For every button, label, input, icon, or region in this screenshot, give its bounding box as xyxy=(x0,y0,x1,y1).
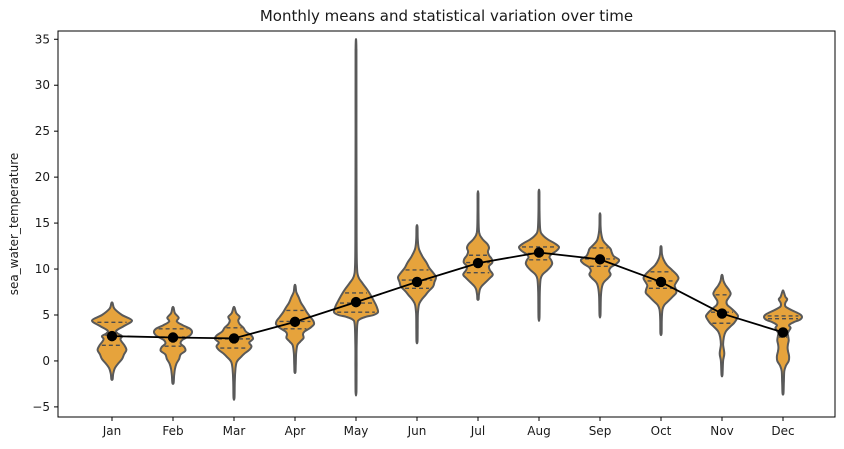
x-tick-label-Apr: Apr xyxy=(285,424,306,438)
mean-line xyxy=(111,251,784,340)
mean-dot-Sep xyxy=(594,254,606,265)
violin-body-Jul xyxy=(462,190,494,301)
violin-body-May xyxy=(332,38,380,397)
mean-dot-Nov xyxy=(716,308,728,319)
x-tick-label-Sep: Sep xyxy=(589,424,612,438)
violin-body-Oct xyxy=(642,245,680,337)
x-tick-label-Oct: Oct xyxy=(651,424,672,438)
y-tick-label: 0 xyxy=(42,354,50,368)
violin-body-Apr xyxy=(274,283,316,374)
y-tick-label: 35 xyxy=(35,32,50,46)
mean-dot-May xyxy=(350,296,362,308)
mean-dot-Feb xyxy=(167,332,179,343)
mean-dot-Jun xyxy=(411,276,423,288)
mean-dot-Jan xyxy=(106,330,118,342)
y-tick-label: 25 xyxy=(35,124,50,138)
x-tick-label-Nov: Nov xyxy=(710,424,733,438)
x-tick-label-Aug: Aug xyxy=(527,424,550,438)
violin-body-Sep xyxy=(579,212,621,319)
chart-title: Monthly means and statistical variation … xyxy=(259,7,634,25)
violin-body-Mar xyxy=(213,305,255,401)
violin-body-Nov xyxy=(704,273,740,378)
x-tick-label-Jan: Jan xyxy=(102,424,122,438)
x-tick-label-Dec: Dec xyxy=(771,424,794,438)
mean-dot-Aug xyxy=(533,247,545,258)
mean-dot-Mar xyxy=(228,333,240,344)
mean-dot-Jul xyxy=(472,257,484,269)
violin-body-Dec xyxy=(762,289,804,396)
mean-dot-Dec xyxy=(777,327,789,338)
y-tick-label: 20 xyxy=(35,170,50,184)
y-tick-label: −5 xyxy=(32,400,50,414)
y-tick-label: 15 xyxy=(35,216,50,230)
x-tick-label-Mar: Mar xyxy=(223,424,246,438)
y-tick-label: 10 xyxy=(35,262,50,276)
mean-dot-Oct xyxy=(655,276,667,288)
y-tick-label: 5 xyxy=(42,308,50,322)
x-tick-label-Feb: Feb xyxy=(162,424,183,438)
violin-body-Feb xyxy=(152,305,194,385)
axes-frame xyxy=(57,30,836,418)
x-tick-label-May: May xyxy=(344,424,369,438)
x-tick-label-Jun: Jun xyxy=(407,424,427,438)
y-tick-label: 30 xyxy=(35,78,50,92)
x-tick-label-Jul: Jul xyxy=(470,424,485,438)
mean-dot-Apr xyxy=(289,316,301,328)
